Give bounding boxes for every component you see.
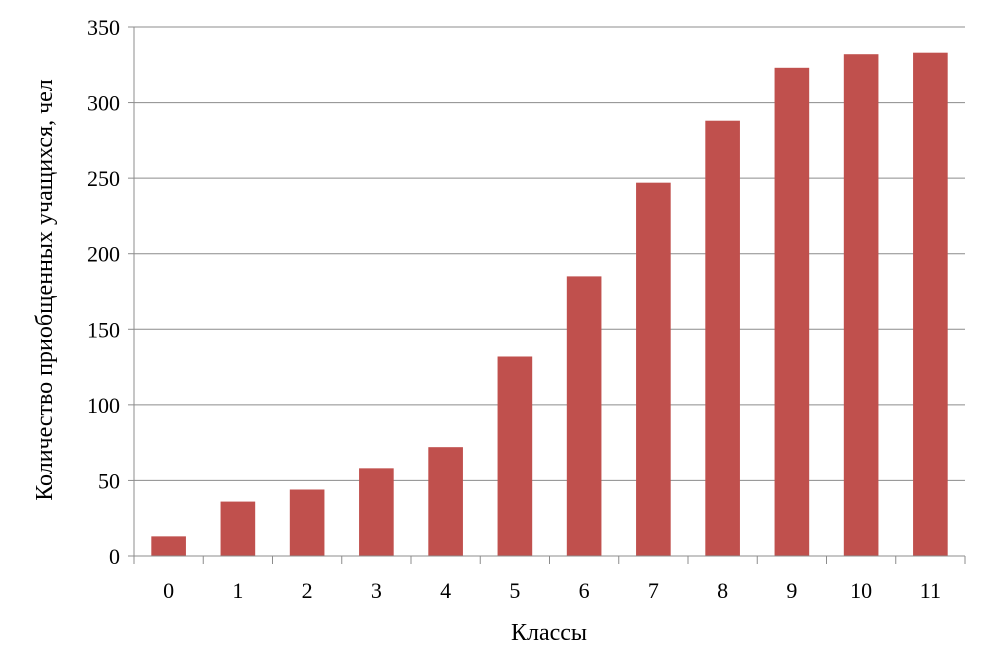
bar-5 xyxy=(497,356,533,556)
x-tick-label: 6 xyxy=(579,578,590,603)
x-tick-labels: 0 1 2 3 4 5 6 7 8 9 10 11 xyxy=(163,578,941,603)
bar-2 xyxy=(289,489,325,556)
x-tick-label: 3 xyxy=(371,578,382,603)
y-tick-label: 250 xyxy=(87,166,120,191)
x-tick-label: 7 xyxy=(648,578,659,603)
x-tick-label: 5 xyxy=(509,578,520,603)
x-tick-label: 10 xyxy=(850,578,872,603)
y-tick-label: 100 xyxy=(87,393,120,418)
bar-11 xyxy=(913,52,948,557)
bar-1 xyxy=(220,501,256,556)
bar-7 xyxy=(636,182,671,557)
bar-0 xyxy=(151,536,186,556)
y-tick-label: 200 xyxy=(87,242,120,267)
x-tick-label: 11 xyxy=(920,578,941,603)
x-tick-label: 0 xyxy=(163,578,174,603)
axes xyxy=(128,26,966,564)
y-tick-label: 350 xyxy=(87,15,120,40)
y-axis-title: Количество приобщенных учащихся, чел xyxy=(32,79,58,501)
x-tick-label: 1 xyxy=(232,578,243,603)
y-tick-label: 50 xyxy=(98,468,120,493)
x-tick-label: 2 xyxy=(302,578,313,603)
bar-3 xyxy=(359,468,394,556)
bar-8 xyxy=(705,120,740,557)
x-tick-label: 4 xyxy=(440,578,451,603)
bar-10 xyxy=(843,54,879,556)
y-tick-label: 150 xyxy=(87,317,120,342)
y-tick-label: 300 xyxy=(87,91,120,116)
bars xyxy=(151,52,948,557)
x-tick-label: 9 xyxy=(786,578,797,603)
x-tick-label: 8 xyxy=(717,578,728,603)
bar-9 xyxy=(774,67,810,557)
y-tick-label: 0 xyxy=(109,544,120,569)
x-axis-title: Классы xyxy=(511,620,587,646)
y-tick-labels: 0 50 100 150 200 250 300 350 xyxy=(87,15,120,569)
bar-6 xyxy=(566,276,602,556)
gridlines xyxy=(134,26,965,481)
bar-4 xyxy=(428,447,463,556)
